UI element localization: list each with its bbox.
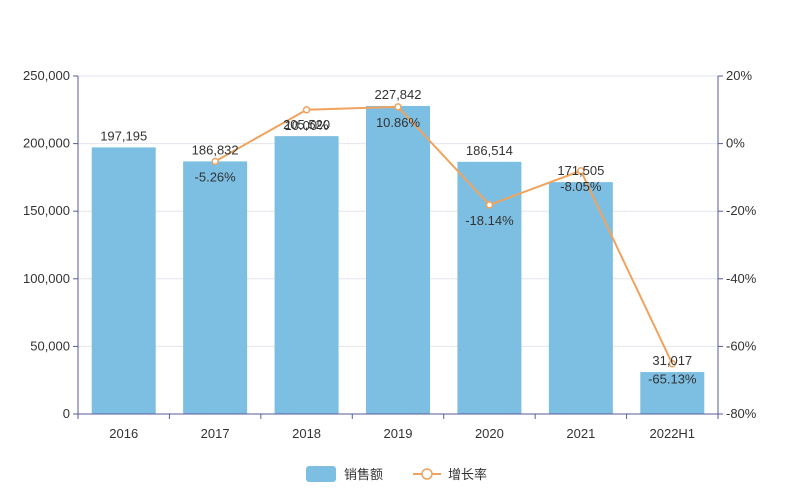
bar [548, 182, 613, 414]
y-right-tick-label: -60% [726, 338, 757, 353]
bar-value-label: 227,842 [375, 87, 422, 102]
line-point [211, 157, 219, 166]
line-point [394, 103, 402, 111]
bar [366, 105, 430, 415]
x-tick-label: 2017 [201, 426, 230, 441]
data-labels: 197,195 186,832 205,520 227,842 186,514 171,5… [100, 87, 697, 387]
y-left-tick-label: 0 [63, 406, 70, 421]
line-series [211, 103, 677, 368]
line-value-label: -8.05% [560, 179, 602, 194]
y-left-tick-label: 200,000 [23, 136, 70, 151]
x-tick-label: 2022H1 [650, 426, 696, 441]
bar [274, 136, 339, 414]
y-right-tick-label: -20% [726, 203, 757, 218]
bar [640, 372, 705, 414]
legend: 销售额 增长率 [306, 466, 487, 482]
x-tick-label: 2019 [384, 426, 413, 441]
line-value-label: -18.14% [465, 213, 514, 228]
line-value-label: 10.00% [285, 118, 330, 133]
legend-bar-swatch[interactable] [306, 466, 336, 482]
line-value-label: 10.86% [376, 115, 421, 130]
bar-value-label: 186,514 [466, 143, 513, 158]
y-left-tick-label: 150,000 [23, 203, 70, 218]
y-left-tick-label: 100,000 [23, 271, 70, 286]
bar-series [91, 105, 705, 415]
bar-value-label: 197,195 [100, 128, 147, 143]
y-right-tick-label: -80% [726, 406, 757, 421]
y-right-tick-label: 0% [726, 136, 745, 151]
line-point [577, 167, 585, 175]
line-value-label: -65.13% [648, 372, 697, 387]
growth-line [214, 105, 674, 365]
x-tick-label: 2020 [475, 426, 504, 441]
line-point [302, 106, 311, 114]
line-value-label: -5.26% [195, 169, 237, 184]
bar-value-label: 31,017 [652, 353, 692, 368]
y-left-tick-label: 50,000 [30, 338, 70, 353]
bar-value-label: 186,832 [192, 142, 239, 157]
legend-bar-label[interactable]: 销售额 [344, 467, 383, 482]
bar-value-label: 205,520 [283, 117, 330, 132]
line-point [668, 359, 677, 368]
bar-value-label: 171,505 [557, 163, 604, 178]
bar [91, 147, 156, 414]
y-right-tick-label: 20% [726, 68, 752, 83]
bar [457, 161, 522, 414]
y-right-tick-label: -40% [726, 271, 757, 286]
x-tick-label: 2021 [566, 426, 595, 441]
bar [183, 161, 248, 414]
x-tick-label: 2018 [292, 426, 321, 441]
axes: 0 50,000 100,000 150,000 200,000 250,000 -80% -… [23, 68, 757, 441]
legend-line-marker [421, 468, 433, 480]
x-tick-label: 2016 [109, 426, 138, 441]
legend-line-label[interactable]: 增长率 [448, 467, 487, 482]
y-left-tick-label: 250,000 [23, 68, 70, 83]
line-point [485, 201, 494, 209]
